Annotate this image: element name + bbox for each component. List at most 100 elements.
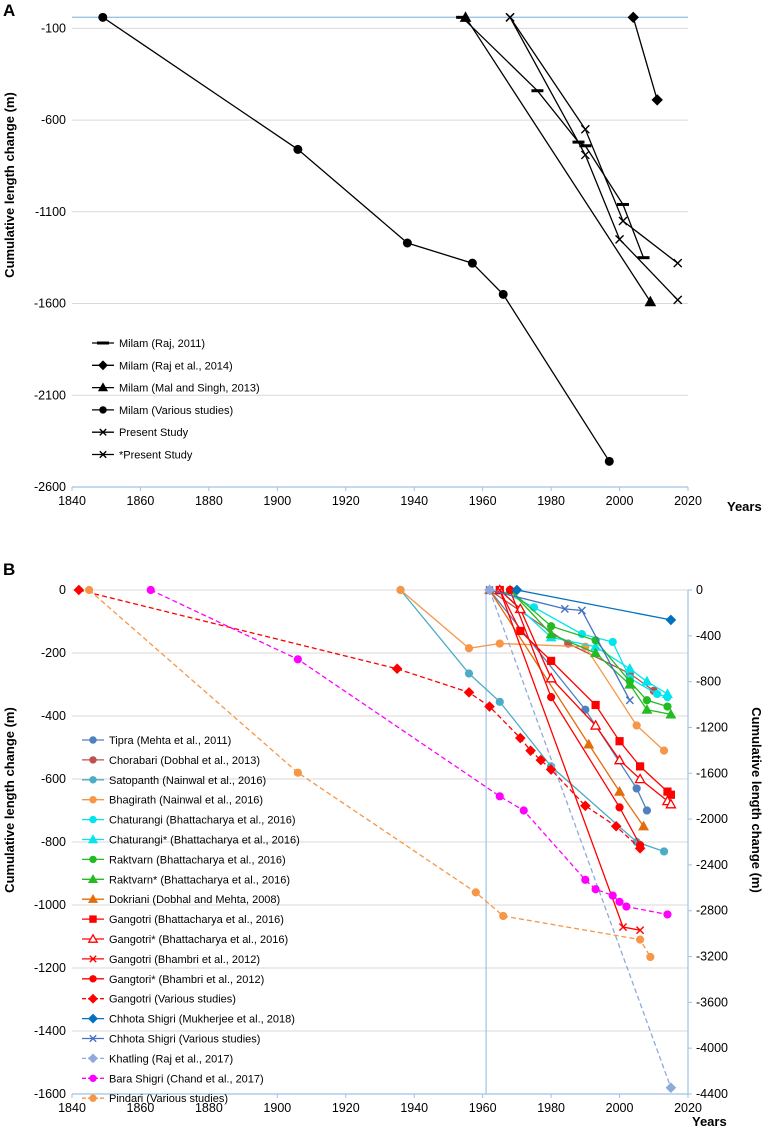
data-point-raktvarn-bhattacharya-et-al-2016	[624, 678, 636, 689]
panel-a-legend: Milam (Raj, 2011) Milam (Raj et al., 2014…	[92, 338, 260, 462]
series-line-gangotri-bhattacharya-et-al-2016	[499, 589, 672, 796]
panel-b-x-tick-label: 1860	[127, 1101, 155, 1115]
legend-entry: Raktvarn (Bhattacharya et al., 2016)	[109, 854, 286, 866]
panel-b-right-tick-label: -4000	[696, 1041, 728, 1055]
data-point-tipra-mehta-et-al-2011	[632, 784, 641, 793]
data-point-chhota-shigri-various-studies	[577, 606, 587, 615]
series-line-milam-raj-et-al-2014	[632, 17, 658, 101]
data-point-present-study	[505, 12, 515, 22]
data-point-gangotri-various-studies	[391, 663, 403, 675]
series-gangtori-bhambri-et-al-2012	[505, 585, 645, 850]
data-point-gangotri-various-studies	[580, 800, 591, 812]
data-point-milam-raj-et-al-2014	[651, 94, 663, 106]
series-chhota-shigri-mukherjee-et-al-2018	[511, 584, 677, 626]
data-point-chaturangi-bhattacharya-et-al-2016	[608, 637, 617, 647]
panel-b-y-axis-title-right: Cumulative length change (m)	[749, 707, 764, 893]
data-point-bara-shigri-chand-et-al-2017	[608, 891, 617, 900]
series-line-bhagirath-nainwal-et-al-2016	[400, 589, 665, 752]
legend-entry: Chorabari (Dobhal et al., 2013)	[109, 755, 260, 767]
legend-marker	[89, 915, 97, 923]
series-line-bara-shigri-chand-et-al-2017	[150, 589, 668, 916]
data-point-raktvarn-bhattacharya-et-al-2016	[590, 647, 602, 658]
data-point-gangotri-bhattacharya-et-al-2016	[591, 700, 600, 710]
data-point-bara-shigri-chand-et-al-2017	[293, 655, 302, 664]
data-point-gangotri-bhattacharya-et-al-2016	[547, 656, 556, 665]
panel-b-y-tick-label: 0	[59, 583, 66, 597]
data-point-gangotri-various-studies	[610, 820, 622, 832]
data-point-satopanth-nainwal-et-al-2016	[464, 669, 474, 678]
data-point-gangotri-bhambri-et-al-2012	[635, 926, 645, 935]
panel-b-y-tick-label: -1200	[34, 961, 66, 975]
panel-a-x-tick-label: 1880	[195, 494, 223, 508]
legend-entry: Present Study	[119, 427, 189, 439]
panel-a-y-tick-label: -2100	[34, 388, 66, 402]
data-point-chhota-shigri-mukherjee-et-al-2018	[511, 584, 523, 596]
legend-marker	[89, 955, 97, 963]
data-point-milam-various-studies	[98, 12, 108, 22]
panel-b-y-tick-label: -400	[41, 709, 66, 723]
series-line-chhota-shigri-mukherjee-et-al-2018	[516, 589, 672, 621]
panel-a-x-tick-label: 1900	[263, 494, 291, 508]
legend-entry: Milam (Various studies)	[119, 405, 233, 417]
data-point-satopanth-nainwal-et-al-2016	[495, 697, 504, 706]
legend-marker	[89, 975, 97, 983]
legend-marker	[99, 450, 107, 459]
data-point-dokriani-dobhal-and-mehta-2008	[614, 785, 626, 796]
data-point-gangotri-bhattacharya-et-al-2016	[665, 798, 677, 809]
data-point-raktvarn-bhattacharya-et-al-2016	[663, 702, 672, 711]
panel-a-x-tick-label: 1920	[332, 494, 360, 508]
panel-b-plot: 0-200-400-600-800-1000-1200-1400-1600184…	[34, 583, 728, 1115]
data-point-gangotri-bhattacharya-et-al-2016	[516, 626, 525, 636]
panel-a-y-tick-label: -600	[41, 113, 66, 127]
legend-marker	[89, 855, 97, 864]
data-point-raktvarn-bhattacharya-et-al-2016	[641, 704, 653, 714]
panel-a-y-tick-label: -2600	[34, 480, 66, 494]
data-point-milam-raj-2011	[579, 144, 592, 148]
panel-a-x-tick-label: 1940	[400, 494, 428, 508]
panel-a-x-tick-label: 1980	[537, 494, 565, 508]
data-point-dokriani-dobhal-and-mehta-2008	[583, 738, 595, 749]
data-point-tipra-mehta-et-al-2011	[642, 806, 652, 815]
series-milam-raj-et-al-2014	[627, 11, 663, 106]
panel-b-y-tick-label: -1400	[34, 1024, 66, 1038]
series-line-khatling-raj-et-al-2017	[488, 589, 672, 1088]
legend-entry: Chaturangi (Bhattacharya et al., 2016)	[109, 815, 296, 827]
legend-entry: Gangotri (Various studies)	[109, 994, 236, 1006]
data-point-gangotri-bhattacharya-et-al-2016	[634, 773, 646, 784]
data-point-gangotri-various-studies	[545, 764, 557, 775]
data-point-bara-shigri-chand-et-al-2017	[519, 806, 528, 815]
data-point-milam-mal-and-singh-2013	[644, 295, 657, 307]
data-point-gangotri-bhattacharya-et-al-2016	[635, 762, 645, 771]
panel-b-right-tick-label: -1600	[696, 766, 728, 780]
legend-marker	[87, 874, 99, 883]
data-point-present-study	[618, 216, 628, 226]
data-point-milam-various-studies	[402, 238, 412, 248]
panel-a-y-tick-label: -100	[41, 21, 66, 35]
data-point-gangotri-bhambri-et-al-2012	[618, 922, 628, 932]
data-point-chhota-shigri-various-studies	[625, 696, 634, 705]
data-point-milam-various-studies	[498, 289, 508, 299]
panel-b-label: B	[3, 560, 15, 579]
panel-b: B Cumulative length change (m) Cumulativ…	[2, 560, 764, 1129]
panel-a-x-tick-label: 1840	[58, 494, 86, 508]
legend-entry: Gangtori* (Bhambri et al., 2012)	[109, 974, 264, 986]
data-point-present-study	[615, 234, 625, 244]
data-point-chaturangi-bhattacharya-et-al-2016	[653, 689, 662, 699]
data-point-milam-raj-2011	[616, 202, 629, 206]
legend-marker	[99, 428, 107, 436]
series-pindari-various-studies	[85, 585, 655, 962]
panel-b-x-tick-label: 1920	[332, 1101, 360, 1115]
data-point-satopanth-nainwal-et-al-2016	[659, 847, 669, 856]
data-point-gangtori-bhambri-et-al-2012	[615, 803, 624, 812]
data-point-bhagirath-nainwal-et-al-2016	[464, 644, 474, 653]
data-point-milam-raj-2011	[637, 256, 650, 260]
panel-b-x-tick-label: 1900	[263, 1101, 291, 1115]
data-point-chhota-shigri-various-studies	[560, 604, 569, 613]
series-gangotri-various-studies	[73, 584, 646, 854]
panel-b-y-tick-label: -1600	[34, 1087, 66, 1101]
data-point-bara-shigri-chand-et-al-2017	[495, 792, 504, 801]
panel-a-y-tick-label: -1100	[35, 205, 66, 219]
legend-entry: Dokriani (Dobhal and Mehta, 2008)	[109, 894, 280, 906]
panel-a-y-axis-title: Cumulative length change (m)	[2, 92, 17, 278]
data-point-gangotri-bhattacharya-et-al-2016	[613, 754, 626, 765]
